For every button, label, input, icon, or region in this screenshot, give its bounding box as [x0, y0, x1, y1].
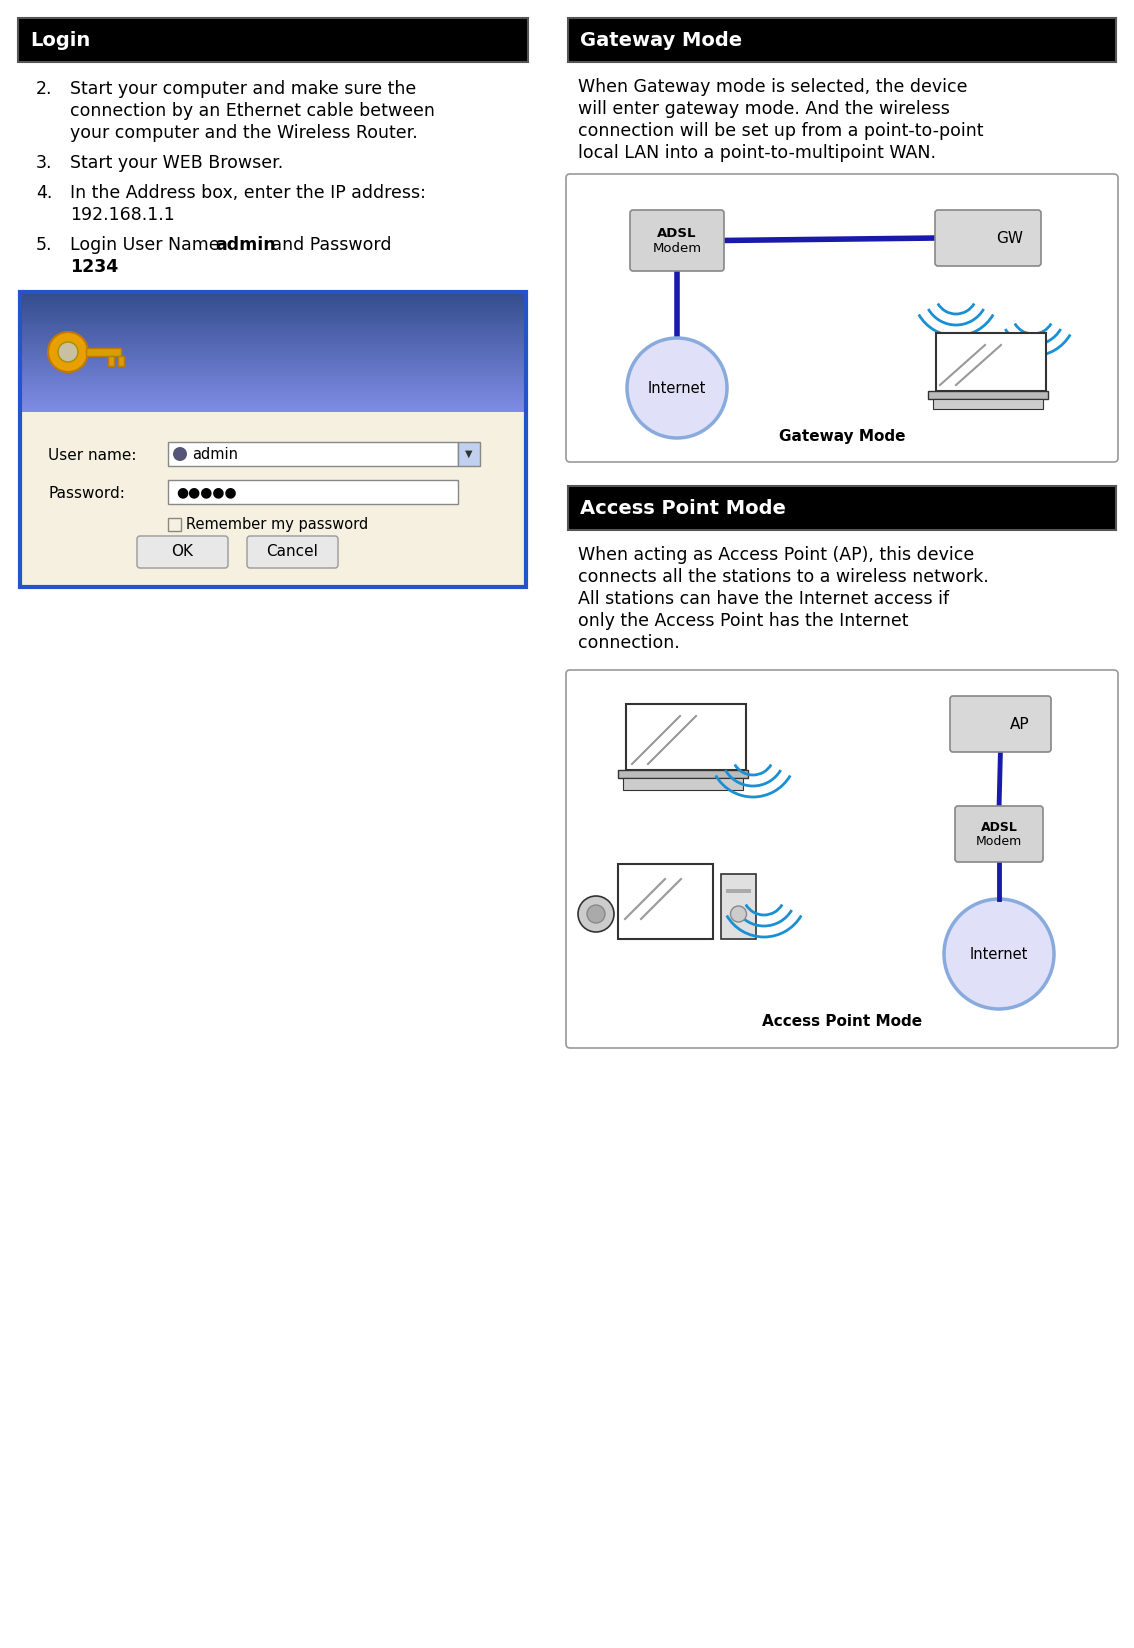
FancyBboxPatch shape — [566, 175, 1118, 461]
Text: 3.: 3. — [36, 153, 52, 171]
Bar — [618, 864, 713, 939]
Bar — [20, 412, 526, 587]
Bar — [168, 442, 458, 466]
Text: Access Point Mode: Access Point Mode — [579, 498, 786, 517]
Text: Start your WEB Browser.: Start your WEB Browser. — [70, 153, 284, 171]
Text: 4.: 4. — [36, 185, 52, 203]
Text: admin: admin — [215, 236, 276, 254]
Bar — [168, 517, 181, 531]
Circle shape — [943, 900, 1053, 1009]
Text: Gateway Mode: Gateway Mode — [579, 31, 742, 49]
Bar — [721, 873, 756, 939]
Text: connection will be set up from a point-to-point: connection will be set up from a point-t… — [578, 122, 983, 140]
Text: Access Point Mode: Access Point Mode — [762, 1015, 922, 1030]
Text: connects all the stations to a wireless network.: connects all the stations to a wireless … — [578, 569, 989, 587]
Text: ADSL: ADSL — [658, 227, 696, 241]
Bar — [118, 356, 124, 366]
Text: ▼: ▼ — [465, 448, 473, 460]
Bar — [108, 356, 115, 366]
Text: 1234: 1234 — [70, 259, 118, 275]
Text: In the Address box, enter the IP address:: In the Address box, enter the IP address… — [70, 185, 426, 203]
Text: local LAN into a point-to-multipoint WAN.: local LAN into a point-to-multipoint WAN… — [578, 143, 936, 162]
Text: Modem: Modem — [976, 834, 1022, 847]
Text: When acting as Access Point (AP), this device: When acting as Access Point (AP), this d… — [578, 545, 974, 564]
Text: Login User Name: Login User Name — [70, 236, 226, 254]
Bar — [568, 18, 1116, 63]
Text: GW: GW — [997, 231, 1024, 246]
Circle shape — [48, 331, 88, 372]
Bar — [18, 18, 528, 63]
Text: Internet: Internet — [648, 381, 706, 396]
Text: 2.: 2. — [36, 81, 52, 97]
Text: Password:: Password: — [48, 486, 125, 501]
Bar — [726, 888, 751, 893]
Text: User name:: User name: — [48, 448, 136, 463]
FancyBboxPatch shape — [566, 671, 1118, 1048]
FancyBboxPatch shape — [137, 536, 228, 569]
Bar — [20, 292, 526, 587]
Text: Internet: Internet — [970, 946, 1029, 961]
Text: Login: Login — [29, 31, 91, 49]
Text: only the Access Point has the Internet: only the Access Point has the Internet — [578, 611, 908, 630]
Text: OK: OK — [171, 544, 193, 560]
Bar — [928, 391, 1048, 399]
Bar — [936, 333, 1046, 391]
Circle shape — [730, 906, 746, 921]
FancyBboxPatch shape — [936, 209, 1041, 265]
Circle shape — [174, 447, 187, 461]
Text: admin: admin — [192, 447, 238, 461]
FancyBboxPatch shape — [631, 209, 723, 270]
Circle shape — [58, 343, 78, 363]
Text: and Password: and Password — [266, 236, 391, 254]
Text: 192.168.1.1: 192.168.1.1 — [70, 206, 175, 224]
Bar — [458, 442, 480, 466]
Text: ADSL: ADSL — [981, 821, 1017, 834]
Circle shape — [587, 905, 606, 923]
Text: AP: AP — [1009, 717, 1030, 732]
Text: Cancel: Cancel — [266, 544, 318, 560]
Bar — [623, 778, 743, 789]
Text: Gateway Mode: Gateway Mode — [779, 428, 905, 443]
Bar — [168, 480, 458, 504]
Text: connection.: connection. — [578, 634, 679, 653]
FancyBboxPatch shape — [247, 536, 338, 569]
FancyBboxPatch shape — [950, 695, 1051, 751]
Text: All stations can have the Internet access if: All stations can have the Internet acces… — [578, 590, 949, 608]
Text: connection by an Ethernet cable between: connection by an Ethernet cable between — [70, 102, 434, 120]
Text: your computer and the Wireless Router.: your computer and the Wireless Router. — [70, 124, 417, 142]
Bar — [86, 348, 121, 356]
Circle shape — [578, 897, 613, 933]
Text: 5.: 5. — [36, 236, 52, 254]
FancyBboxPatch shape — [955, 806, 1043, 862]
Text: Start your computer and make sure the: Start your computer and make sure the — [70, 81, 416, 97]
Text: ●●●●●: ●●●●● — [176, 485, 237, 499]
Text: When Gateway mode is selected, the device: When Gateway mode is selected, the devic… — [578, 77, 967, 96]
Text: will enter gateway mode. And the wireless: will enter gateway mode. And the wireles… — [578, 101, 950, 119]
Text: Remember my password: Remember my password — [186, 517, 369, 532]
Text: Modem: Modem — [652, 242, 702, 255]
Bar — [626, 704, 746, 770]
Circle shape — [627, 338, 727, 438]
Bar — [568, 486, 1116, 531]
Bar — [933, 399, 1043, 409]
Bar — [618, 770, 748, 778]
